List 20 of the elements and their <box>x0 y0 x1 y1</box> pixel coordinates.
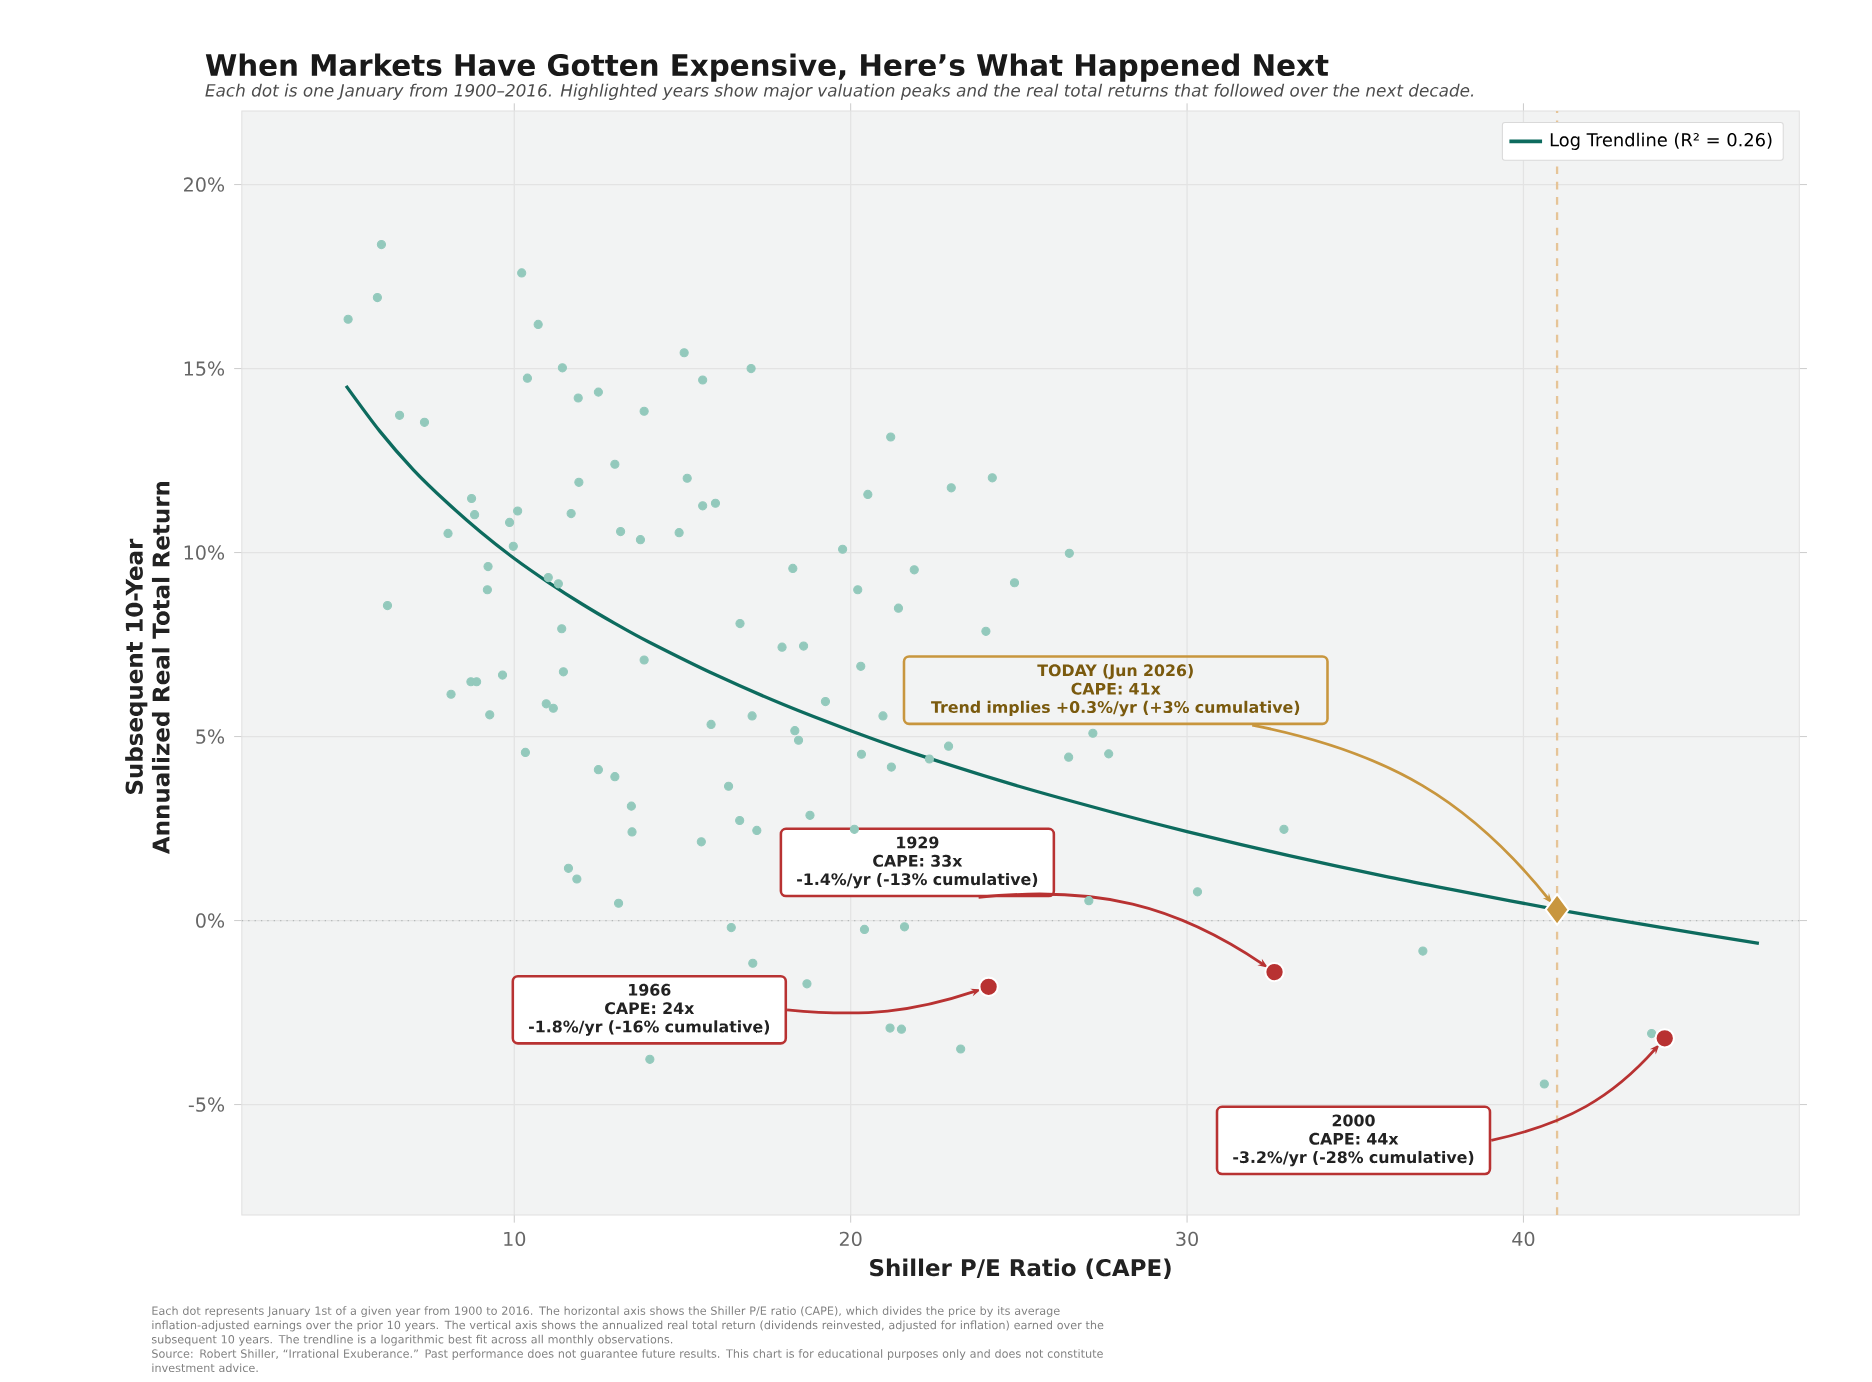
line-series <box>344 384 1761 946</box>
point <box>1544 893 1570 927</box>
x-tick-label: 30 <box>1176 1231 1198 1247</box>
x-tick-label: 10 <box>504 1231 526 1247</box>
chart-title: When Markets Have Gotten Expensive, Here’s What Happened Next <box>205 53 1329 83</box>
point <box>1264 962 1285 983</box>
legend-label: Log Trendline (R² = 0.26) <box>1550 133 1772 151</box>
y-axis-title: Subsequent 10-Year Annualized Real Total Return <box>125 482 170 855</box>
y-tick-label: 5% <box>196 729 225 745</box>
y-tick-label: 10% <box>184 545 225 561</box>
point <box>1654 1028 1675 1049</box>
y-tick-label: 15% <box>184 361 225 377</box>
y-tick-label: 0% <box>196 913 225 929</box>
chart-subtitle: Each dot is one January from 1900–2016. Highlighted years show major valuation peaks and the real total returns that followed over the next decade. <box>205 83 1474 101</box>
y-tick-label: 20% <box>184 177 225 193</box>
point <box>978 976 999 998</box>
x-axis-title: Shiller P/E Ratio (CAPE) <box>870 1258 1171 1280</box>
y-tick-label: -5% <box>188 1097 225 1113</box>
x-tick-label: 40 <box>1512 1231 1535 1247</box>
x-tick-label: 20 <box>839 1231 862 1247</box>
